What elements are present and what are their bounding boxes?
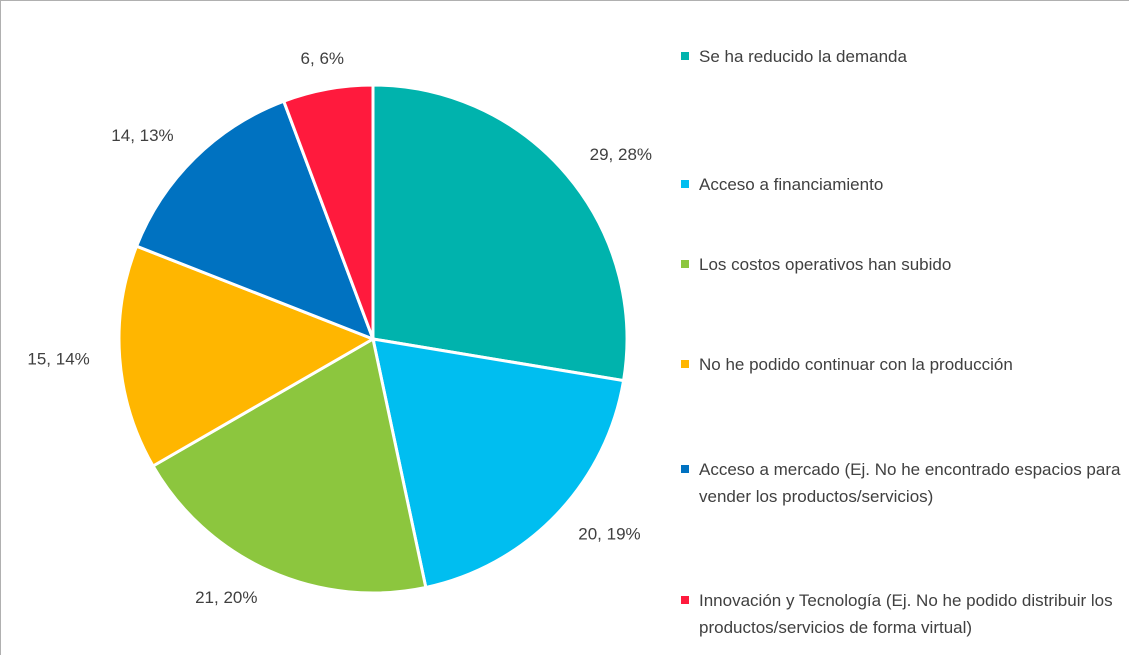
data-label: 15, 14% [27, 350, 89, 369]
legend-label: Innovación y Tecnología (Ej. No he podid… [699, 591, 1113, 637]
legend-item: Se ha reducido la demanda [681, 43, 1121, 70]
legend-label: Acceso a mercado (Ej. No he encontrado e… [699, 460, 1121, 506]
data-label: 14, 13% [111, 126, 173, 145]
legend-item: Acceso a financiamiento [681, 171, 1121, 198]
legend-item: Acceso a mercado (Ej. No he encontrado e… [681, 456, 1121, 510]
pie-slice [117, 244, 377, 469]
data-label: 29, 28% [590, 145, 652, 164]
legend-swatch [681, 52, 689, 60]
legend-swatch [681, 465, 689, 473]
data-label: 6, 6% [301, 49, 344, 68]
pie-slice [134, 99, 376, 342]
pie-slice [281, 83, 375, 340]
legend-item: Los costos operativos han subido [681, 251, 1121, 278]
legend-swatch [681, 596, 689, 604]
legend-swatch [681, 360, 689, 368]
legend-label: No he podido continuar con la producción [699, 355, 1013, 374]
legend-label: Los costos operativos han subido [699, 255, 952, 274]
legend-swatch [681, 180, 689, 188]
pie-slice [371, 83, 629, 383]
data-label: 20, 19% [578, 525, 640, 544]
pie-slice [371, 337, 626, 590]
legend-label: Se ha reducido la demanda [699, 47, 907, 66]
legend-item: No he podido continuar con la producción [681, 351, 1121, 378]
legend-item: Innovación y Tecnología (Ej. No he podid… [681, 587, 1121, 641]
legend-swatch [681, 260, 689, 268]
legend-label: Acceso a financiamiento [699, 175, 884, 194]
pie-slice [150, 336, 428, 595]
data-label: 21, 20% [195, 588, 257, 607]
